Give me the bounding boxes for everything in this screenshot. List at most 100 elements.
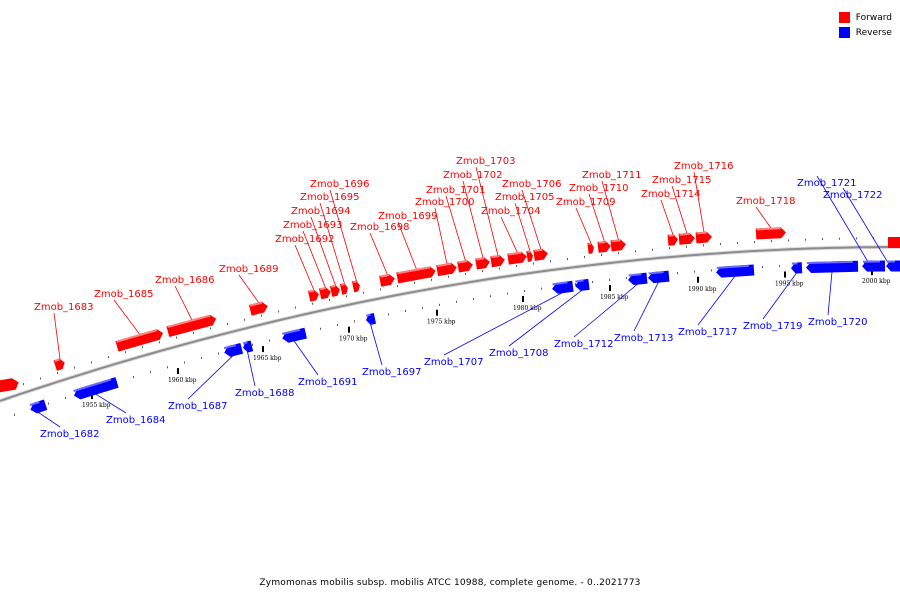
leader-line [601,180,619,241]
gene-arrow-zmob_1688[interactable] [242,340,254,353]
gene-body [610,239,626,252]
gene-arrow-zmob_1713[interactable] [648,270,670,284]
gene-arrow-zmob_1710[interactable] [597,240,611,253]
leader-line [370,324,383,366]
gene-label-zmob_1722[interactable]: Zmob_1722 [823,190,883,201]
gene-body [329,284,340,297]
gene-highlight [319,287,326,291]
gene-arrow-zmob_1698[interactable] [379,273,396,287]
gene-label-zmob_1683[interactable]: Zmob_1683 [34,302,94,313]
gene-arrow-zmob_1695[interactable] [339,282,349,295]
gene-label-zmob_1717[interactable]: Zmob_1717 [678,327,738,338]
gene-label-zmob_1695[interactable]: Zmob_1695 [300,192,360,203]
gene-label-zmob_1694[interactable]: Zmob_1694 [291,206,351,217]
gene-arrow-zmob_1697[interactable] [365,313,376,326]
gene-label-zmob_1713[interactable]: Zmob_1713 [614,333,674,344]
leader-line [302,230,326,288]
gene-arrow-zmob_1722[interactable] [886,260,900,272]
gene-arrow-zmob_1700[interactable] [436,262,458,277]
gene-arrow-zmob_1696[interactable] [351,280,361,293]
gene-arrow-zmob_1717[interactable] [716,264,755,278]
gene-arrow-zmob_1704[interactable] [507,251,527,265]
gene-arrow-zmob_1716[interactable] [695,231,713,244]
gene-arrow-zmob_1692[interactable] [307,289,320,302]
gene-label-zmob_1709[interactable]: Zmob_1709 [556,197,616,208]
gene-label-zmob_1691[interactable]: Zmob_1691 [298,377,358,388]
gene-arrow-zmob_1715[interactable] [678,232,696,245]
gene-label-zmob_1716[interactable]: Zmob_1716 [674,161,734,172]
gene-arrow-zmob_1685[interactable] [115,328,164,352]
gene-label-zmob_1708[interactable]: Zmob_1708 [489,348,549,359]
gene-label-zmob_1689[interactable]: Zmob_1689 [219,264,279,275]
gene-arrow-zmob_1718[interactable] [755,227,787,240]
gene-label-zmob_1697[interactable]: Zmob_1697 [362,367,422,378]
gene-arrow-zmob_1701[interactable] [457,259,474,273]
gene-label-zmob_1704[interactable]: Zmob_1704 [481,206,541,217]
gene-label-zmob_1699[interactable]: Zmob_1699 [378,211,438,222]
gene-arrow-zmob_1714[interactable] [667,234,679,246]
gene-body [695,231,712,244]
gene-label-zmob_1718[interactable]: Zmob_1718 [736,196,796,207]
gene-arrow-zmob_1705[interactable] [526,250,533,262]
gene-arrow-zmob_1684[interactable] [72,377,119,401]
minor-tick-top [618,252,619,255]
gene-label-zmob_1685[interactable]: Zmob_1685 [94,289,154,300]
gene-arrow-zmob_1709[interactable] [587,242,594,254]
gene-label-zmob_1684[interactable]: Zmob_1684 [106,415,166,426]
gene-arrow-zmob_1686[interactable] [166,313,217,338]
leader-line [827,271,833,316]
minor-tick-bottom [150,371,151,374]
gene-arrow-zmob_1708[interactable] [574,278,590,292]
gene-label-zmob_1703[interactable]: Zmob_1703 [456,156,516,167]
gene-label-zmob_1706[interactable]: Zmob_1706 [502,179,562,190]
minor-tick-top [533,262,534,265]
gene-label-zmob_1714[interactable]: Zmob_1714 [641,189,701,200]
gene-label-zmob_1696[interactable]: Zmob_1696 [310,179,370,190]
gene-label-zmob_1721[interactable]: Zmob_1721 [797,178,857,189]
legend-label-reverse: Reverse [855,27,892,38]
gene-label-zmob_1701[interactable]: Zmob_1701 [426,185,486,196]
minor-tick-top [584,255,585,258]
minor-tick-top [40,377,41,380]
minor-tick-top [295,306,296,309]
gene-label-zmob_1712[interactable]: Zmob_1712 [554,339,614,350]
gene-arrow-zmob_1693[interactable] [318,286,332,300]
gene-label-zmob_1686[interactable]: Zmob_1686 [155,275,215,286]
gene-label-zmob_1705[interactable]: Zmob_1705 [495,192,555,203]
gene-label-zmob_1692[interactable]: Zmob_1692 [275,234,335,245]
gene-arrow-zmob_1691[interactable] [281,327,307,344]
gene-label-zmob_1682[interactable]: Zmob_1682 [40,429,100,440]
gene-label-zmob_1719[interactable]: Zmob_1719 [743,321,803,332]
gene-label-zmob_1707[interactable]: Zmob_1707 [424,357,484,368]
minor-tick-bottom [490,295,491,298]
gene-arrow-zmob_1721[interactable] [862,260,886,272]
gene-highlight [508,251,522,256]
gene-label-zmob_1700[interactable]: Zmob_1700 [415,197,475,208]
gene-label-zmob_1715[interactable]: Zmob_1715 [652,175,712,186]
gene-body [53,358,65,371]
gene-arrow-zmob_1699[interactable] [396,265,436,284]
gene-arrow-zmob_1683[interactable] [53,357,67,371]
gene-arrow-zmob_1712[interactable] [628,272,648,286]
gene-arrow-zmob_1711[interactable] [610,239,626,252]
gene-label-zmob_1702[interactable]: Zmob_1702 [443,170,503,181]
gene-arrow-zmob_1720[interactable] [806,260,859,273]
gene-label-zmob_1693[interactable]: Zmob_1693 [283,220,343,231]
gene-label-zmob_1687[interactable]: Zmob_1687 [168,401,228,412]
gene-arrow-zmob_1706[interactable] [533,248,548,261]
gene-label-zmob_1720[interactable]: Zmob_1720 [808,317,868,328]
genome-backbone [0,245,900,403]
gene-arrow-zmob_1694[interactable] [329,284,341,297]
gene-label-zmob_1688[interactable]: Zmob_1688 [235,388,295,399]
gene-arrow-zmob_1682[interactable] [29,399,48,414]
gene-arrow-zmob_1707[interactable] [551,280,574,295]
gene-label-zmob_1711[interactable]: Zmob_1711 [582,170,642,181]
gene-highlight [223,344,237,350]
gene-label-zmob_1710[interactable]: Zmob_1710 [569,183,629,194]
gene-arrow-zmob_1719[interactable] [791,262,803,274]
gene-arrow-zmob_1689[interactable] [248,301,269,316]
gene-arrow-zmob_1703[interactable] [490,254,506,268]
gene-arrow-zmob_1687[interactable] [223,342,244,358]
gene-label-zmob_1698[interactable]: Zmob_1698 [350,222,410,233]
gene-arrow-zmob_1702[interactable] [475,256,491,270]
